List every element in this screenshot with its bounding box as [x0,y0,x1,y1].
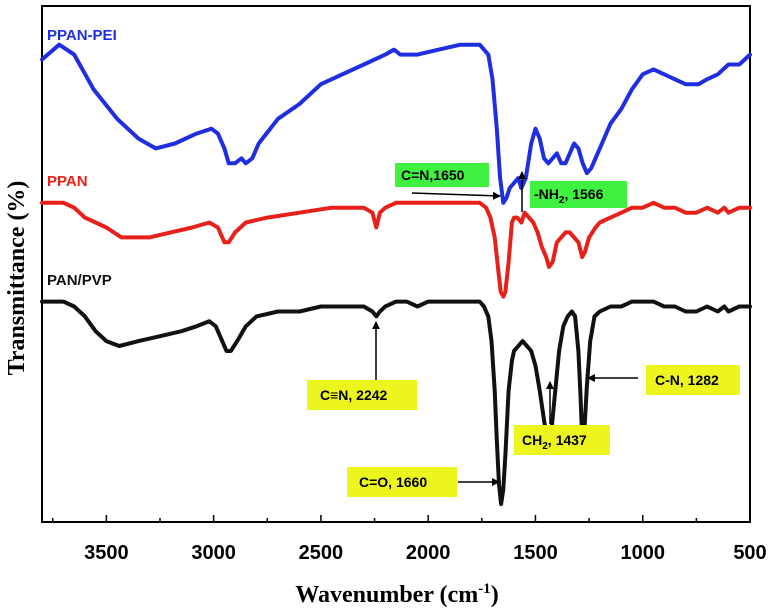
annotation-cn-1650-box [395,163,489,187]
annotation-co-1660-label: C=O, 1660 [359,474,427,490]
annotation-ctn-2242-box [307,380,417,410]
annotation-ctn-2242-label: C≡N, 2242 [320,387,388,403]
annotation-cn-1282-box [646,365,740,395]
annotation-ch2-1437-box [514,425,610,455]
x-tick-label: 2000 [406,542,451,564]
plot-frame [41,5,751,523]
series-line-ppan-pei [40,42,752,205]
annotation-co-1660-box [347,467,457,497]
x-tick-label: 1500 [513,542,558,564]
y-axis-title: Transmittance (%) [4,181,30,376]
annotation-cn-1282-label: C-N, 1282 [655,372,719,388]
series-label-ppan: PPAN [47,173,88,190]
x-tick-label: 1000 [620,542,665,564]
series-line-ppan [40,200,752,299]
series-group [40,42,752,507]
x-tick-label: 3000 [191,542,236,564]
series-label-pan-pvp: PAN/PVP [47,272,112,289]
annotation-nh2-1566-box [530,181,627,208]
annotation-nh2-1566-label: -NH2, 1566 [534,186,604,206]
series-label-ppan-pei: PPAN-PEI [47,27,117,44]
annotation-cn-1650-label: C=N,1650 [401,167,465,183]
annotation-ch2-1437-label: CH2, 1437 [522,432,587,452]
series-line-pan-pvp [40,299,752,507]
x-tick-label: 3500 [84,542,129,564]
x-tick-label: 500 [733,542,766,564]
annotation-cn-1650-arrow [411,191,501,200]
x-axis-ticks: 3500 3000 2500 2000 1500 1000 500 [51,515,767,564]
x-tick-label: 2500 [299,542,344,564]
x-axis-title: Wavenumber (cm-1) [295,581,498,608]
